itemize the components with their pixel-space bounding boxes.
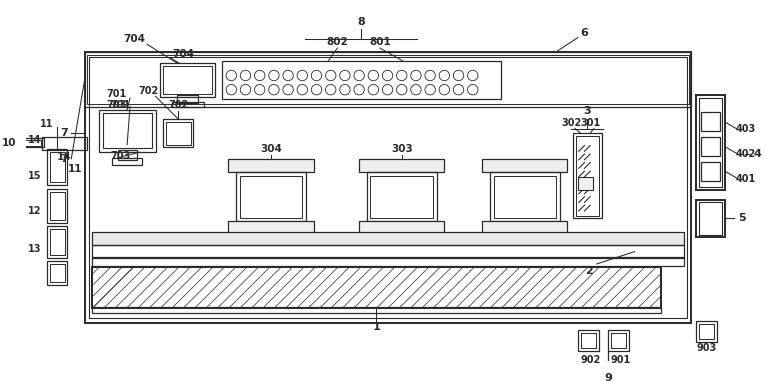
Bar bbox=[92, 245, 684, 258]
Bar bbox=[611, 333, 626, 348]
Text: 13: 13 bbox=[28, 244, 41, 254]
Text: 304: 304 bbox=[260, 144, 282, 154]
Bar bbox=[236, 172, 306, 221]
Bar bbox=[573, 133, 601, 218]
Text: 704: 704 bbox=[172, 49, 194, 59]
Text: 5: 5 bbox=[738, 213, 745, 224]
Bar bbox=[50, 264, 65, 282]
Bar bbox=[366, 172, 437, 221]
Text: 802: 802 bbox=[327, 37, 348, 47]
Text: 15: 15 bbox=[28, 171, 41, 181]
Text: 2: 2 bbox=[585, 266, 593, 275]
Text: 702: 702 bbox=[168, 100, 188, 110]
Text: 701: 701 bbox=[110, 100, 131, 110]
Bar bbox=[578, 177, 593, 190]
Bar bbox=[42, 137, 87, 150]
Bar bbox=[701, 137, 720, 156]
Text: 303: 303 bbox=[391, 144, 412, 154]
Bar bbox=[229, 159, 314, 172]
Bar bbox=[239, 176, 302, 218]
Bar bbox=[18, 140, 41, 146]
Bar bbox=[359, 159, 444, 172]
Bar bbox=[103, 114, 151, 149]
Text: 11: 11 bbox=[68, 164, 83, 174]
Text: 401: 401 bbox=[735, 174, 756, 184]
Text: 701: 701 bbox=[106, 90, 127, 99]
Bar bbox=[578, 330, 599, 351]
Text: 14: 14 bbox=[57, 152, 71, 162]
Bar bbox=[171, 102, 203, 107]
Text: 8: 8 bbox=[357, 16, 365, 27]
Bar bbox=[701, 162, 720, 181]
Text: 6: 6 bbox=[581, 28, 588, 38]
Bar bbox=[699, 98, 721, 187]
Bar bbox=[50, 192, 65, 220]
Bar bbox=[699, 323, 715, 339]
Bar bbox=[490, 172, 560, 221]
Bar bbox=[163, 66, 213, 94]
Text: 702: 702 bbox=[138, 86, 159, 96]
Text: 902: 902 bbox=[580, 355, 601, 365]
Text: 704: 704 bbox=[122, 34, 145, 43]
Bar bbox=[359, 221, 444, 233]
Text: 302: 302 bbox=[561, 118, 581, 128]
Text: 301: 301 bbox=[580, 118, 601, 128]
Text: 903: 903 bbox=[696, 343, 717, 353]
Bar bbox=[92, 257, 684, 266]
Bar bbox=[222, 61, 501, 99]
Bar bbox=[87, 54, 689, 104]
Bar bbox=[85, 52, 692, 107]
Bar bbox=[90, 56, 687, 318]
Bar bbox=[92, 307, 661, 313]
Bar bbox=[161, 63, 215, 97]
Bar bbox=[696, 321, 717, 341]
Text: 901: 901 bbox=[610, 355, 630, 365]
Bar bbox=[482, 159, 568, 172]
Bar bbox=[370, 176, 433, 218]
Bar bbox=[696, 200, 724, 237]
Text: 801: 801 bbox=[369, 37, 391, 47]
Bar bbox=[482, 221, 568, 233]
Text: 10: 10 bbox=[2, 138, 16, 148]
Bar bbox=[229, 221, 314, 233]
Bar bbox=[47, 149, 67, 185]
Bar bbox=[581, 333, 596, 348]
Bar bbox=[163, 119, 194, 147]
Bar bbox=[576, 136, 599, 216]
Text: 703: 703 bbox=[110, 151, 131, 161]
Text: 4: 4 bbox=[754, 149, 762, 159]
Bar bbox=[92, 267, 661, 309]
Text: 403: 403 bbox=[735, 125, 756, 134]
Text: 1: 1 bbox=[373, 322, 380, 332]
Bar bbox=[608, 330, 629, 351]
Bar bbox=[92, 232, 684, 245]
Bar bbox=[92, 267, 661, 309]
Text: 11: 11 bbox=[40, 119, 54, 129]
Bar bbox=[699, 202, 721, 235]
Bar bbox=[701, 112, 720, 131]
Text: 7: 7 bbox=[60, 128, 67, 138]
Text: 9: 9 bbox=[604, 373, 612, 381]
Bar bbox=[50, 229, 65, 255]
Text: 14: 14 bbox=[28, 135, 41, 145]
Bar bbox=[47, 261, 67, 285]
Bar bbox=[493, 176, 556, 218]
Text: 402: 402 bbox=[735, 149, 756, 159]
Text: 12: 12 bbox=[28, 206, 41, 216]
Bar bbox=[15, 138, 44, 147]
Bar bbox=[99, 110, 155, 152]
Text: 703: 703 bbox=[106, 100, 127, 110]
Text: 7: 7 bbox=[60, 154, 67, 164]
Bar bbox=[177, 95, 198, 103]
Bar bbox=[696, 95, 724, 190]
Bar bbox=[85, 52, 692, 323]
Bar bbox=[47, 226, 67, 258]
Bar bbox=[118, 150, 137, 160]
Bar bbox=[50, 152, 65, 182]
Bar bbox=[166, 122, 190, 145]
Text: 3: 3 bbox=[584, 106, 591, 117]
Bar bbox=[47, 189, 67, 223]
Bar bbox=[112, 158, 142, 165]
